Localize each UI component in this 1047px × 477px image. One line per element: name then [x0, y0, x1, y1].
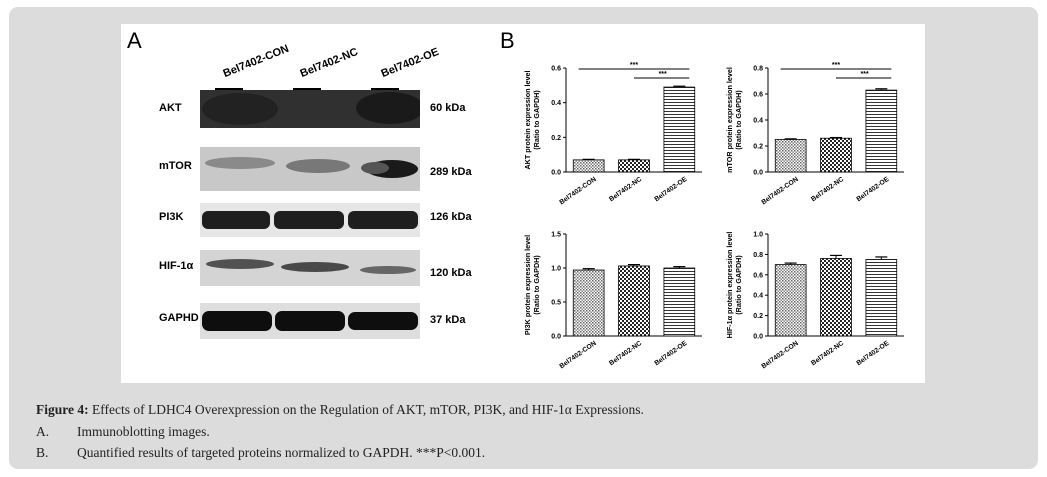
- protein-label-akt: AKT: [159, 102, 182, 114]
- y-tick-label: 0.8: [753, 252, 763, 259]
- bar-bel7402-oe: [663, 86, 696, 173]
- significance-label: ***: [659, 71, 667, 78]
- y-axis-label: AKT protein expression level: [523, 70, 532, 169]
- y-axis-label: HIF-1α protein expression level: [725, 232, 734, 339]
- blot-mtor: [200, 147, 420, 191]
- significance-label: ***: [832, 62, 840, 69]
- x-tick-label: Bel7402-CON: [761, 340, 800, 370]
- x-tick-label: Bel7402-OE: [654, 340, 689, 368]
- bar-bel7402-con: [572, 159, 605, 173]
- lane-marker-nc: [293, 88, 321, 90]
- bar-bel7402-oe: [865, 89, 898, 173]
- x-tick-label: Bel7402-OE: [654, 176, 689, 204]
- blot-gapdh: [200, 303, 420, 339]
- y-tick-label: 0.4: [753, 118, 763, 125]
- protein-label-pi3k: PI3K: [159, 211, 184, 223]
- panel-a-letter: A: [127, 28, 142, 53]
- kda-label-akt: 60 kDa: [430, 102, 466, 114]
- y-tick-label: 0.4: [551, 100, 561, 107]
- significance-label: ***: [630, 62, 638, 69]
- y-tick-label: 0.0: [753, 170, 763, 177]
- x-tick-label: Bel7402-CON: [761, 176, 800, 206]
- y-axis-label: (Ratio to GAPDH): [734, 90, 743, 150]
- y-tick-label: 0.4: [753, 293, 763, 300]
- bar-bel7402-nc: [820, 258, 852, 337]
- y-tick-label: 1.0: [551, 266, 561, 273]
- bar-bel7402-oe: [663, 267, 696, 337]
- figure-caption-title: Figure 4: Effects of LDHC4 Overexpressio…: [36, 402, 644, 418]
- bar-bel7402-con: [572, 269, 605, 337]
- protein-label-gapdh: GAPHD: [159, 312, 199, 324]
- y-axis-label: PI3K protein expression level: [523, 235, 532, 335]
- y-tick-label: 0.2: [753, 144, 763, 151]
- protein-label-hif1a: HIF-1α: [159, 260, 194, 272]
- x-tick-label: Bel7402-OE: [856, 176, 891, 204]
- bar-bel7402-nc: [618, 265, 650, 337]
- y-tick-label: 0.0: [551, 170, 561, 177]
- y-tick-label: 0.0: [753, 334, 763, 341]
- x-tick-label: Bel7402-NC: [810, 176, 845, 203]
- caption-figure-number: Figure 4:: [36, 402, 89, 417]
- x-tick-label: Bel7402-OE: [856, 340, 891, 368]
- kda-label-hif1a: 120 kDa: [430, 267, 472, 279]
- y-tick-label: 0.6: [753, 92, 763, 99]
- y-tick-label: 1.0: [753, 232, 763, 239]
- y-tick-label: 0.2: [753, 313, 763, 320]
- blot-pi3k: [200, 203, 420, 237]
- caption-title-text: Effects of LDHC4 Overexpression on the R…: [88, 402, 644, 417]
- blot-hif1a: [200, 250, 420, 286]
- x-tick-label: Bel7402-CON: [559, 340, 598, 370]
- bar-bel7402-nc: [820, 137, 852, 173]
- caption-item-a-text: Immunoblotting images.: [77, 424, 210, 439]
- x-tick-label: Bel7402-CON: [559, 176, 598, 206]
- protein-label-mtor: mTOR: [159, 160, 192, 172]
- caption-item-b-text: Quantified results of targeted proteins …: [77, 445, 486, 460]
- chart-pi3k: PI3K protein expression level (Ratio to G…: [523, 232, 702, 370]
- y-tick-label: 0.6: [551, 66, 561, 73]
- chart-akt: AKT protein expression level (Ratio to GA…: [523, 62, 702, 206]
- kda-label-gapdh: 37 kDa: [430, 314, 466, 326]
- chart-mtor: mTOR protein expression level (Ratio to G…: [725, 62, 904, 206]
- y-tick-label: 0.6: [753, 272, 763, 279]
- y-tick-label: 0.0: [551, 334, 561, 341]
- y-axis-label: (Ratio to GAPDH): [532, 90, 541, 150]
- x-tick-label: Bel7402-NC: [810, 340, 845, 367]
- y-tick-label: 0.5: [551, 300, 561, 307]
- significance-label: ***: [861, 71, 869, 78]
- chart-hif1a: HIF-1α protein expression level (Ratio to…: [725, 232, 904, 370]
- x-tick-label: Bel7402-NC: [608, 176, 643, 203]
- caption-item-b-letter: B.: [36, 445, 49, 460]
- y-axis-label: mTOR protein expression level: [725, 67, 734, 173]
- y-tick-label: 0.8: [753, 66, 763, 73]
- blot-akt: [200, 90, 420, 128]
- x-tick-label: Bel7402-NC: [608, 340, 643, 367]
- caption-item-a-letter: A.: [36, 424, 50, 439]
- y-tick-label: 1.5: [551, 232, 561, 239]
- bar-bel7402-nc: [618, 159, 650, 173]
- y-tick-label: 0.2: [551, 135, 561, 142]
- lane-marker-con: [215, 88, 243, 90]
- panel-b-letter: B: [500, 28, 515, 53]
- y-axis-label: (Ratio to GAPDH): [532, 255, 541, 315]
- bar-bel7402-oe: [865, 259, 898, 337]
- bar-bel7402-con: [774, 139, 807, 173]
- bar-bel7402-con: [774, 264, 807, 337]
- y-axis-label: (Ratio to GAPDH): [734, 255, 743, 315]
- kda-label-mtor: 289 kDa: [430, 166, 472, 178]
- kda-label-pi3k: 126 kDa: [430, 211, 472, 223]
- lane-marker-oe: [371, 88, 399, 90]
